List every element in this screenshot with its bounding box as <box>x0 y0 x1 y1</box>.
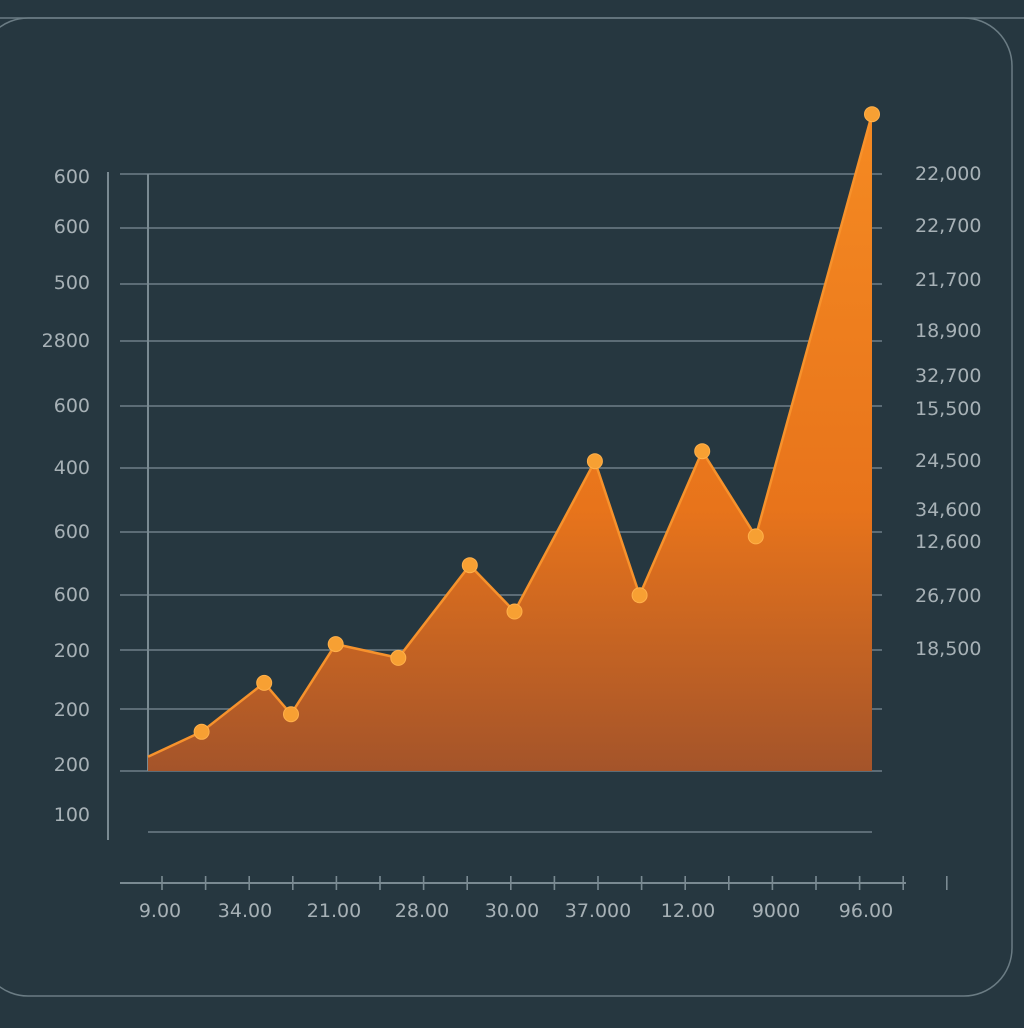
data-point <box>461 557 478 574</box>
y-tick-label-right: 26,700 <box>915 585 981 607</box>
x-tick-label: 28.00 <box>395 900 449 922</box>
x-tick-label: 34.00 <box>218 900 272 922</box>
x-tick-label: 30.00 <box>485 900 539 922</box>
y-tick-label-right: 15,500 <box>915 398 981 420</box>
data-point <box>864 106 880 123</box>
data-point <box>327 636 344 653</box>
data-point <box>390 649 407 666</box>
y-tick-label-right: 32,700 <box>915 365 981 387</box>
data-markers <box>193 106 880 740</box>
y-tick-label-left: 600 <box>54 584 90 606</box>
y-tick-label-left: 500 <box>54 272 90 294</box>
y-tick-label-left: 2800 <box>42 330 90 352</box>
area-series <box>147 113 874 771</box>
data-point <box>256 674 273 691</box>
x-tick-label: 12.00 <box>661 900 715 922</box>
y-tick-label-left: 200 <box>54 699 90 721</box>
area-fill <box>148 114 872 771</box>
y-tick-label-right: 24,500 <box>915 450 981 472</box>
y-tick-label-right: 18,900 <box>915 320 981 342</box>
y-tick-label-right: 18,500 <box>915 638 981 660</box>
data-point <box>586 453 603 470</box>
x-tick-label: 37.000 <box>565 900 631 922</box>
data-point <box>694 443 711 460</box>
y-tick-label-left: 600 <box>54 216 90 238</box>
data-point <box>283 706 299 723</box>
x-tick-label: 9000 <box>752 900 800 922</box>
data-point <box>631 587 648 604</box>
y-tick-label-left: 600 <box>54 395 90 417</box>
y-axis-left-ticks: 600 600 500 2800 600 400 600 600 200 200 200 100 <box>42 166 90 826</box>
y-tick-label-right: 12,600 <box>915 531 981 553</box>
x-axis-ticks: 9.00 34.00 21.00 28.00 30.00 37.000 12.00 9000 9… <box>139 900 893 922</box>
x-tick-label: 21.00 <box>307 900 361 922</box>
y-tick-label-left: 600 <box>54 166 90 188</box>
y-tick-label-left: 600 <box>54 521 90 543</box>
y-tick-label-right: 21,700 <box>915 269 981 291</box>
y-tick-label-right: 22,700 <box>915 215 981 237</box>
y-tick-label-left: 200 <box>54 640 90 662</box>
data-point <box>747 528 764 545</box>
y-tick-label-left: 400 <box>54 457 90 479</box>
y-axis-right-ticks: 22,000 22,700 21,700 18,900 32,700 15,500 24,5… <box>915 163 981 660</box>
y-tick-label-left: 100 <box>54 804 90 826</box>
axes <box>107 172 948 890</box>
data-point <box>193 723 210 740</box>
data-point <box>506 603 523 620</box>
y-tick-label-right: 34,600 <box>915 499 981 521</box>
x-tick-label: 9.00 <box>139 900 181 922</box>
x-tick-label: 96.00 <box>839 900 893 922</box>
y-tick-label-right: 22,000 <box>915 163 981 185</box>
y-tick-label-left: 200 <box>54 754 90 776</box>
